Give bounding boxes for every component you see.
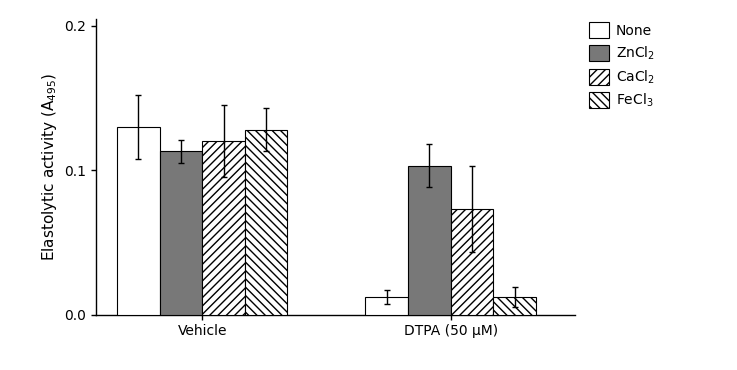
Bar bbox=[493, 297, 536, 314]
Bar bbox=[245, 130, 287, 314]
Bar bbox=[366, 297, 408, 314]
Bar bbox=[202, 141, 245, 314]
Y-axis label: Elastolytic activity (A$_{495}$): Elastolytic activity (A$_{495}$) bbox=[40, 73, 58, 260]
Bar bbox=[117, 127, 160, 314]
Bar bbox=[408, 166, 450, 314]
Legend: None, ZnCl$_2$, CaCl$_2$, FeCl$_3$: None, ZnCl$_2$, CaCl$_2$, FeCl$_3$ bbox=[587, 20, 657, 112]
Bar bbox=[160, 151, 202, 314]
Bar bbox=[450, 209, 493, 314]
